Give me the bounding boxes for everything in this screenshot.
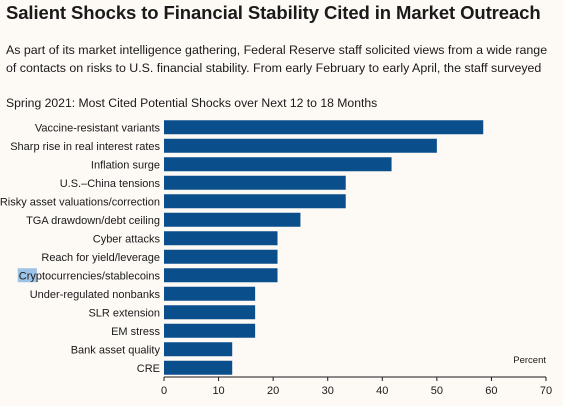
page-title: Salient Shocks to Financial Stability Ci…: [6, 2, 541, 23]
x-tick-label-3: 30: [322, 385, 334, 397]
x-tick-label-2: 20: [267, 385, 279, 397]
x-tick-label-4: 40: [376, 385, 388, 397]
x-axis-label: Percent: [513, 355, 546, 366]
category-label-9: Under-regulated nonbanks: [30, 289, 161, 301]
category-label-5: TGA drawdown/debt ceiling: [26, 215, 160, 227]
bar-3: [164, 175, 346, 190]
bars: [164, 120, 484, 375]
x-tick-label-7: 70: [540, 385, 552, 397]
intro-line-1: As part of its market intelligence gathe…: [6, 43, 548, 57]
x-tick-label-0: 0: [161, 385, 167, 397]
bar-9: [164, 286, 256, 301]
bar-5: [164, 212, 301, 227]
intro-text: As part of its market intelligence gathe…: [6, 41, 558, 77]
bar-13: [164, 360, 233, 375]
x-axis-ticks: 0 10 20 30 40 50 60 70: [161, 377, 552, 397]
bar-12: [164, 342, 233, 357]
bar-8: [164, 268, 278, 283]
chart-title: Spring 2021: Most Cited Potential Shocks…: [6, 96, 378, 110]
category-label-10: SLR extension: [88, 307, 160, 319]
bar-4: [164, 194, 346, 209]
x-tick-label-1: 10: [212, 385, 224, 397]
category-label-8: Cryptocurrencies/stablecoins: [19, 270, 161, 282]
category-label-2: Inflation surge: [91, 159, 160, 171]
category-label-3: U.S.–China tensions: [60, 178, 161, 190]
x-tick-label-6: 60: [485, 385, 497, 397]
category-label-1: Sharp rise in real interest rates: [10, 141, 160, 153]
bar-2: [164, 157, 392, 172]
category-label-13: CRE: [137, 363, 160, 375]
bar-1: [164, 138, 437, 153]
bar-0: [164, 120, 484, 135]
category-label-4: Risky asset valuations/correction: [0, 196, 160, 208]
bar-11: [164, 323, 256, 338]
category-label-12: Bank asset quality: [71, 344, 161, 356]
category-label-7: Reach for yield/leverage: [41, 252, 160, 264]
bar-7: [164, 249, 278, 264]
x-tick-label-5: 50: [431, 385, 443, 397]
category-label-0: Vaccine-resistant variants: [35, 122, 161, 134]
category-labels: Vaccine-resistant variants Sharp rise in …: [0, 122, 161, 375]
bar-10: [164, 305, 256, 320]
bar-6: [164, 231, 278, 246]
intro-line-2: of contacts on risks to U.S. financial s…: [6, 61, 542, 75]
text-selection-highlight: [17, 268, 37, 283]
category-label-11: EM stress: [111, 326, 160, 338]
category-label-6: Cyber attacks: [93, 233, 161, 245]
